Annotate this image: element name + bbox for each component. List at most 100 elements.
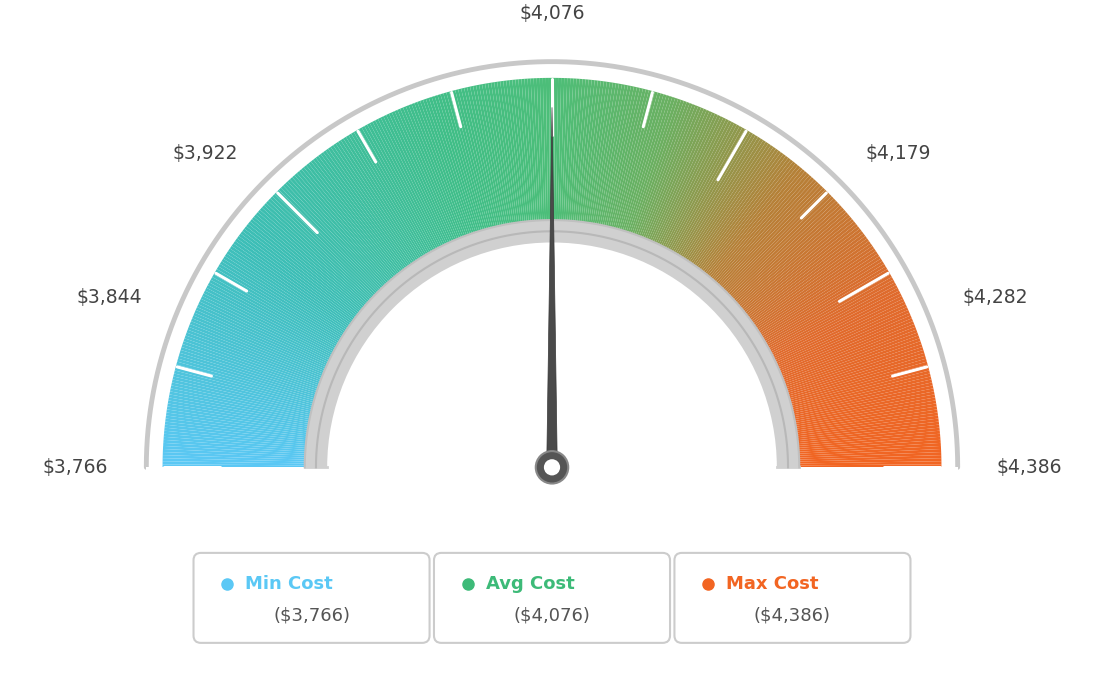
Text: Max Cost: Max Cost (726, 575, 818, 593)
Wedge shape (593, 83, 622, 235)
Wedge shape (545, 78, 550, 231)
Wedge shape (605, 88, 643, 238)
Text: Min Cost: Min Cost (245, 575, 333, 593)
Wedge shape (783, 385, 933, 420)
Wedge shape (697, 159, 793, 282)
Wedge shape (752, 259, 882, 342)
Wedge shape (772, 324, 915, 382)
Wedge shape (749, 251, 878, 337)
Wedge shape (750, 253, 879, 339)
Wedge shape (569, 79, 583, 232)
Wedge shape (264, 203, 379, 308)
Wedge shape (330, 145, 420, 273)
Wedge shape (658, 119, 729, 257)
Wedge shape (533, 78, 543, 232)
Wedge shape (775, 341, 922, 393)
Wedge shape (787, 443, 941, 454)
Wedge shape (519, 79, 533, 232)
Wedge shape (378, 117, 448, 256)
Wedge shape (453, 90, 493, 239)
Wedge shape (208, 282, 344, 357)
Wedge shape (470, 86, 505, 237)
Wedge shape (359, 128, 437, 262)
Wedge shape (163, 434, 317, 448)
Wedge shape (162, 458, 316, 464)
Wedge shape (611, 90, 651, 239)
Wedge shape (184, 335, 330, 389)
Wedge shape (188, 327, 332, 384)
Wedge shape (743, 239, 869, 330)
Wedge shape (458, 88, 497, 238)
Polygon shape (546, 108, 558, 467)
Wedge shape (788, 449, 942, 458)
Wedge shape (205, 288, 342, 360)
Wedge shape (305, 220, 799, 467)
Wedge shape (181, 344, 328, 395)
Wedge shape (225, 253, 354, 339)
Wedge shape (688, 148, 778, 275)
Wedge shape (353, 130, 434, 264)
Wedge shape (775, 338, 921, 391)
Wedge shape (619, 94, 667, 241)
Wedge shape (651, 114, 718, 254)
Wedge shape (461, 88, 499, 238)
Wedge shape (177, 359, 326, 403)
Wedge shape (554, 78, 559, 231)
Wedge shape (166, 413, 318, 436)
Wedge shape (566, 79, 580, 232)
Wedge shape (202, 293, 341, 364)
Wedge shape (343, 137, 427, 268)
Wedge shape (781, 373, 931, 412)
Wedge shape (583, 81, 607, 234)
Wedge shape (785, 404, 936, 431)
Wedge shape (691, 152, 784, 277)
Wedge shape (246, 224, 368, 321)
Wedge shape (673, 134, 755, 266)
Wedge shape (299, 169, 400, 288)
Wedge shape (774, 333, 919, 387)
FancyBboxPatch shape (193, 553, 429, 643)
Wedge shape (561, 78, 571, 232)
Wedge shape (576, 80, 595, 233)
Wedge shape (193, 313, 336, 375)
Wedge shape (761, 285, 898, 359)
Wedge shape (473, 86, 506, 236)
Wedge shape (602, 86, 637, 237)
Wedge shape (183, 338, 329, 391)
Wedge shape (162, 455, 316, 462)
Wedge shape (258, 210, 375, 313)
Text: $3,844: $3,844 (76, 288, 141, 307)
Wedge shape (724, 201, 838, 307)
Wedge shape (176, 364, 325, 407)
Wedge shape (500, 81, 522, 233)
Wedge shape (219, 264, 351, 346)
Wedge shape (270, 196, 382, 304)
Wedge shape (769, 315, 912, 377)
Wedge shape (164, 428, 317, 445)
Wedge shape (622, 95, 669, 242)
Wedge shape (435, 95, 482, 242)
Wedge shape (479, 84, 510, 235)
Wedge shape (222, 259, 352, 342)
Wedge shape (637, 104, 696, 248)
Wedge shape (164, 431, 317, 447)
Wedge shape (244, 226, 367, 323)
Wedge shape (753, 264, 885, 346)
Wedge shape (734, 219, 854, 318)
Wedge shape (701, 166, 800, 286)
Wedge shape (455, 89, 495, 239)
Wedge shape (766, 304, 907, 371)
Wedge shape (711, 179, 816, 294)
Wedge shape (171, 385, 321, 420)
Wedge shape (328, 147, 417, 274)
Wedge shape (708, 175, 811, 291)
Wedge shape (233, 241, 360, 332)
Wedge shape (757, 275, 892, 352)
Wedge shape (730, 212, 848, 314)
Wedge shape (736, 224, 858, 321)
Wedge shape (746, 246, 874, 335)
Wedge shape (782, 377, 932, 414)
Wedge shape (192, 315, 335, 377)
Wedge shape (752, 262, 884, 344)
Wedge shape (762, 288, 899, 360)
